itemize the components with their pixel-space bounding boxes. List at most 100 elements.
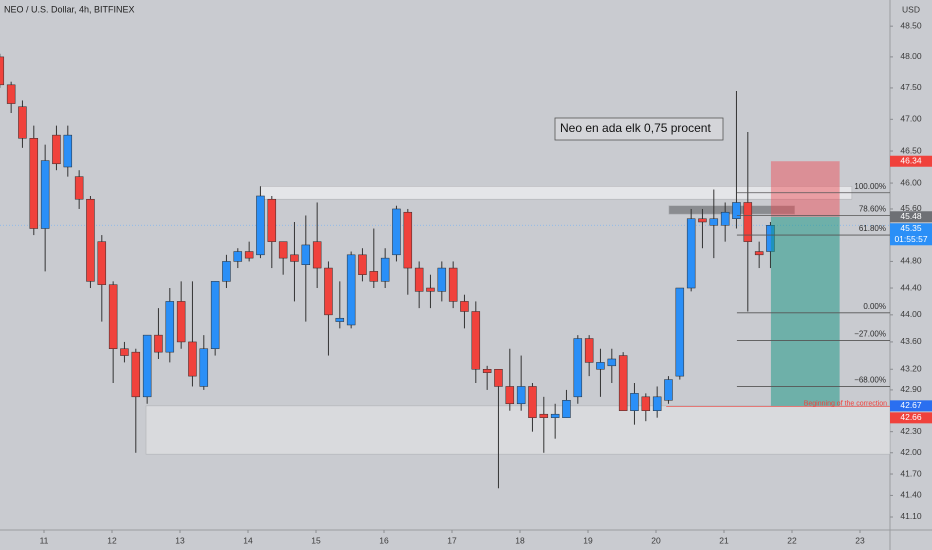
x-tick-label: 16 bbox=[379, 535, 389, 545]
candle-body bbox=[222, 261, 231, 282]
candle-body bbox=[278, 241, 288, 259]
zone bbox=[668, 205, 796, 215]
note-box bbox=[554, 117, 724, 141]
x-tick-label: 12 bbox=[107, 535, 117, 545]
y-tick-label: 41.40 bbox=[900, 490, 922, 500]
candle-body bbox=[52, 134, 61, 165]
y-tick-label: 46.00 bbox=[900, 177, 922, 187]
price-label-bg bbox=[890, 412, 932, 424]
candle-body bbox=[686, 218, 696, 289]
y-tick-label: 48.50 bbox=[900, 20, 922, 30]
drawing-tools: 100.00% 78.60% 61.80% 0.00% −27.00% −68.00% Be… bbox=[554, 117, 890, 407]
candle-body bbox=[346, 254, 356, 326]
candle-body bbox=[199, 348, 209, 387]
x-tick-label: 20 bbox=[651, 535, 661, 545]
fib-label: 100.00% bbox=[854, 182, 886, 191]
x-tick-label: 14 bbox=[243, 535, 253, 545]
candle-body bbox=[256, 195, 265, 256]
y-tick-label: 41.70 bbox=[900, 468, 922, 478]
countdown: 01:55:57 bbox=[894, 234, 927, 244]
candle-body bbox=[244, 251, 254, 259]
candle-body bbox=[573, 338, 583, 398]
y-tick-label: 43.60 bbox=[900, 336, 922, 346]
candle-body bbox=[550, 413, 560, 418]
candle-body bbox=[754, 251, 764, 256]
candle-body bbox=[426, 287, 435, 292]
candle-body bbox=[142, 334, 152, 398]
candle-body bbox=[516, 386, 526, 405]
candle-body bbox=[403, 211, 413, 269]
candle-body bbox=[63, 134, 73, 168]
position-target bbox=[770, 216, 840, 406]
price-label-bg bbox=[890, 400, 932, 412]
candle-body bbox=[290, 254, 299, 262]
candle-body bbox=[131, 351, 141, 398]
candle-body bbox=[74, 176, 84, 200]
candle-body bbox=[40, 160, 50, 229]
candle-body bbox=[618, 355, 628, 411]
candle-body bbox=[210, 281, 220, 349]
candle-body bbox=[392, 208, 401, 256]
candle-body bbox=[301, 244, 311, 265]
currency-label: USD bbox=[902, 4, 920, 14]
fib-label: 61.80% bbox=[859, 224, 886, 233]
candle-body bbox=[482, 369, 492, 373]
y-tick-label: 44.00 bbox=[900, 309, 922, 319]
candle-body bbox=[596, 362, 605, 370]
x-tick-label: 22 bbox=[787, 535, 797, 545]
candle-body bbox=[176, 301, 186, 343]
candle-body bbox=[698, 218, 707, 223]
fib-label: −27.00% bbox=[854, 330, 886, 339]
x-tick-label: 23 bbox=[855, 535, 865, 545]
candle-body bbox=[358, 254, 367, 275]
candle-body bbox=[29, 138, 39, 229]
x-tick-label: 19 bbox=[583, 535, 593, 545]
candle-body bbox=[607, 358, 617, 367]
axes: 48.50 48.00 47.50 47.00 46.50 46.00 45.60 44.80… bbox=[40, 20, 932, 545]
fib-label: 0.00% bbox=[863, 302, 886, 311]
price-label: 46.34 bbox=[900, 155, 922, 165]
y-tick-label: 42.00 bbox=[900, 447, 922, 457]
y-tick-label: 46.50 bbox=[900, 145, 922, 155]
candle-body bbox=[414, 267, 424, 292]
y-tick-label: 45.60 bbox=[900, 203, 922, 213]
candle-body bbox=[743, 202, 753, 242]
price-label: 42.66 bbox=[900, 412, 922, 422]
note: Neo en ada elk 0,75 procent bbox=[560, 121, 711, 135]
candle-body bbox=[267, 198, 277, 242]
x-tick-label: 15 bbox=[311, 535, 321, 545]
x-tick-label: 11 bbox=[40, 535, 49, 545]
price-label-bg bbox=[890, 155, 932, 167]
candle-body bbox=[732, 202, 741, 219]
candles bbox=[0, 53, 775, 489]
candle-body bbox=[562, 400, 571, 418]
candle-body bbox=[675, 287, 685, 377]
candle-body bbox=[97, 241, 107, 285]
y-tick-label: 44.40 bbox=[900, 282, 922, 292]
candle-body bbox=[630, 393, 639, 411]
y-tick-label: 47.50 bbox=[900, 82, 922, 92]
candle-body bbox=[120, 348, 129, 356]
y-tick-label: 48.00 bbox=[900, 51, 922, 61]
candle-body bbox=[505, 386, 515, 405]
y-tick-label: 42.90 bbox=[900, 384, 922, 394]
x-tick-label: 13 bbox=[175, 535, 185, 545]
candle-body bbox=[528, 386, 537, 418]
position-stop bbox=[770, 161, 840, 217]
candle-body bbox=[18, 106, 27, 139]
candle-body bbox=[312, 241, 322, 269]
price-label-bg bbox=[890, 211, 932, 223]
price-label-bg bbox=[890, 223, 932, 246]
x-tick-label: 21 bbox=[719, 535, 729, 545]
candle-body bbox=[188, 341, 197, 377]
candle-body bbox=[664, 379, 673, 401]
x-tick-label: 17 bbox=[447, 535, 457, 545]
candle-body bbox=[6, 84, 16, 104]
zone bbox=[145, 405, 891, 455]
candle-body bbox=[460, 301, 469, 312]
candle-body bbox=[369, 271, 379, 282]
candle-body bbox=[233, 251, 243, 262]
candle-body bbox=[720, 211, 730, 226]
candle-body bbox=[86, 198, 95, 282]
